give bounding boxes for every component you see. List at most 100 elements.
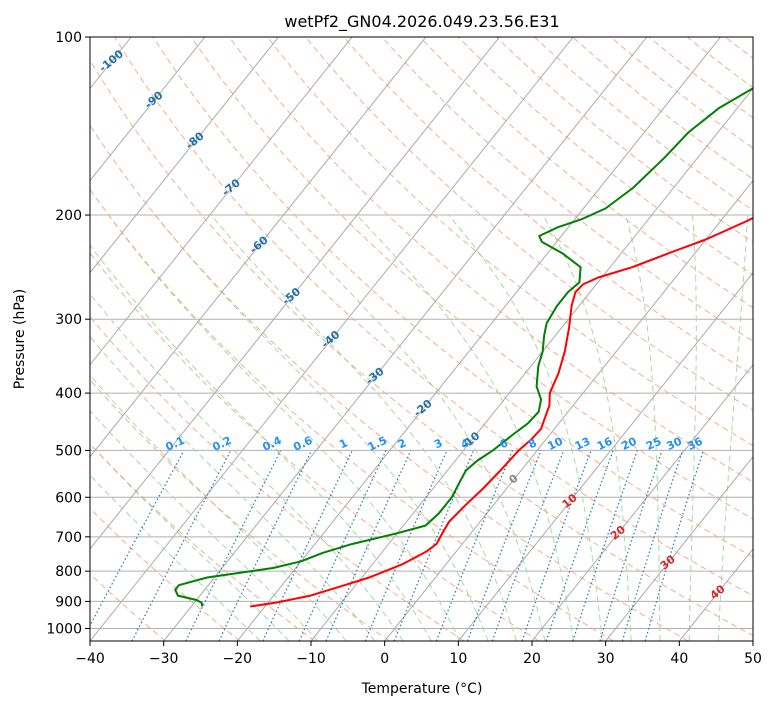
moist-adiabat-4 <box>90 244 432 641</box>
isotherm--90 <box>90 37 206 182</box>
mixing-ratio-line-0.4 <box>185 450 282 641</box>
dry-adiabat-390 <box>343 37 753 376</box>
x-tick-label: −10 <box>296 651 326 667</box>
mixing-ratio-label: 36 <box>685 435 705 453</box>
mixing-ratio-line-0.2 <box>131 450 232 641</box>
isotherm--70 <box>90 37 353 366</box>
dry-adiabat-300 <box>90 188 614 641</box>
isotherm-10 <box>457 271 753 641</box>
isotherm--20 <box>236 37 721 641</box>
plot-frame <box>89 36 754 642</box>
mixing-ratio-line-10 <box>491 450 565 641</box>
isotherm-0 <box>384 179 753 641</box>
moist-adiabat-24 <box>356 214 575 641</box>
dry-adiabat-380 <box>305 37 753 411</box>
mixing-ratio-line-25 <box>599 450 663 641</box>
mixing-ratio-label: 30 <box>665 435 685 453</box>
mixing-ratio-label: 16 <box>595 435 615 453</box>
moist-adiabats <box>90 214 749 641</box>
dry-adiabat-410 <box>419 37 753 309</box>
isotherm-label: -80 <box>183 129 207 152</box>
moist-adiabat-8 <box>108 214 461 641</box>
moist-adiabat--20 <box>90 474 261 641</box>
mixing-ratio-line-1 <box>262 450 353 641</box>
dry-adiabat-350 <box>190 37 753 520</box>
mixing-ratio-label: 2 <box>396 436 408 451</box>
moist-adiabat--4 <box>90 335 376 641</box>
mixing-ratio-line-3 <box>364 450 448 641</box>
dry-adiabats <box>90 37 775 641</box>
isotherms <box>0 37 753 641</box>
mixing-ratio-lines <box>90 450 704 641</box>
dry-adiabat-370 <box>267 37 753 447</box>
isotherm-label: 10 <box>560 491 580 511</box>
mixing-ratio-line-4 <box>393 450 475 641</box>
y-tick-label: 500 <box>55 443 82 459</box>
dry-adiabat-340 <box>152 37 753 558</box>
moist-adiabat--8 <box>90 374 347 641</box>
moist-adiabat-32 <box>542 214 632 641</box>
dry-adiabat-400 <box>381 37 753 342</box>
isotherm--80 <box>90 37 279 274</box>
dry-adiabat-430 <box>496 37 753 243</box>
isotherm--40 <box>90 37 574 641</box>
y-tick-label: 200 <box>55 208 82 224</box>
dry-adiabat-450 <box>572 37 753 180</box>
dry-adiabat-500 <box>764 37 775 641</box>
moist-adiabat-36 <box>625 214 661 641</box>
dry-adiabat-330 <box>114 37 753 597</box>
mixing-ratio-line-13 <box>521 450 592 641</box>
x-tick-label: −30 <box>149 651 179 667</box>
moist-adiabat-28 <box>448 214 603 641</box>
mixing-ratio-label: 1 <box>337 436 349 451</box>
x-tick-label: 30 <box>597 651 615 667</box>
isotherm-label: -90 <box>142 88 166 111</box>
isotherm-label: -40 <box>319 328 343 351</box>
isotherm-label: -60 <box>247 233 271 256</box>
isotherm--30 <box>163 37 648 641</box>
profile-series <box>174 87 753 608</box>
moist-adiabat-12 <box>155 214 489 641</box>
isotherm-label: -70 <box>219 176 243 199</box>
moist-adiabat-0 <box>90 292 404 641</box>
isotherm--110 <box>0 37 58 641</box>
dry-adiabat-250 <box>90 507 241 641</box>
mixing-ratio-label: 13 <box>573 435 592 453</box>
axis-ticks: −40 −30 −20 −10 0 10 20 30 40 50 100 200 300 400 500 60… <box>46 30 762 667</box>
dry-adiabat-290 <box>90 252 540 641</box>
y-tick-label: 700 <box>55 530 82 546</box>
isotherm-label: 40 <box>708 582 728 602</box>
isotherm-50 <box>752 640 753 641</box>
moist-adiabat-20 <box>277 214 546 641</box>
x-tick-label: 40 <box>670 651 688 667</box>
dry-adiabat-280 <box>90 315 465 641</box>
x-tick-label: 20 <box>523 651 541 667</box>
isotherm-label: 30 <box>658 552 678 572</box>
y-tick-label: 400 <box>55 386 82 402</box>
temperature-profile <box>250 216 753 608</box>
dry-adiabat-320 <box>90 59 753 637</box>
mixing-ratio-line-0.6 <box>218 450 313 641</box>
dry-adiabat-260 <box>90 443 315 641</box>
y-tick-label: 800 <box>55 564 82 580</box>
isotherm-label: 20 <box>608 523 628 543</box>
moist-adiabat-44 <box>717 214 749 641</box>
mixing-ratio-line-6 <box>435 450 514 641</box>
mixing-ratio-label: 25 <box>644 435 663 453</box>
x-axis-label: Temperature (°C) <box>361 681 483 697</box>
isotherm-label: -100 <box>97 47 127 75</box>
y-tick-label: 600 <box>55 490 82 506</box>
isotherm-20 <box>531 363 753 641</box>
x-tick-label: −40 <box>75 651 105 667</box>
isotherm-label: -50 <box>280 285 304 308</box>
dewpoint-profile <box>174 87 753 607</box>
mixing-ratio-label: 8 <box>526 436 538 451</box>
mixing-ratio-label: 3 <box>432 436 444 451</box>
dry-adiabat-420 <box>457 37 753 276</box>
moist-adiabat--16 <box>90 443 290 641</box>
isotherm-label: -30 <box>363 365 387 388</box>
chart-title: wetPf2_GN04.2026.049.23.56.E31 <box>284 12 559 32</box>
isotherm--60 <box>90 37 427 458</box>
mixing-ratio-line-0.1 <box>90 450 185 627</box>
